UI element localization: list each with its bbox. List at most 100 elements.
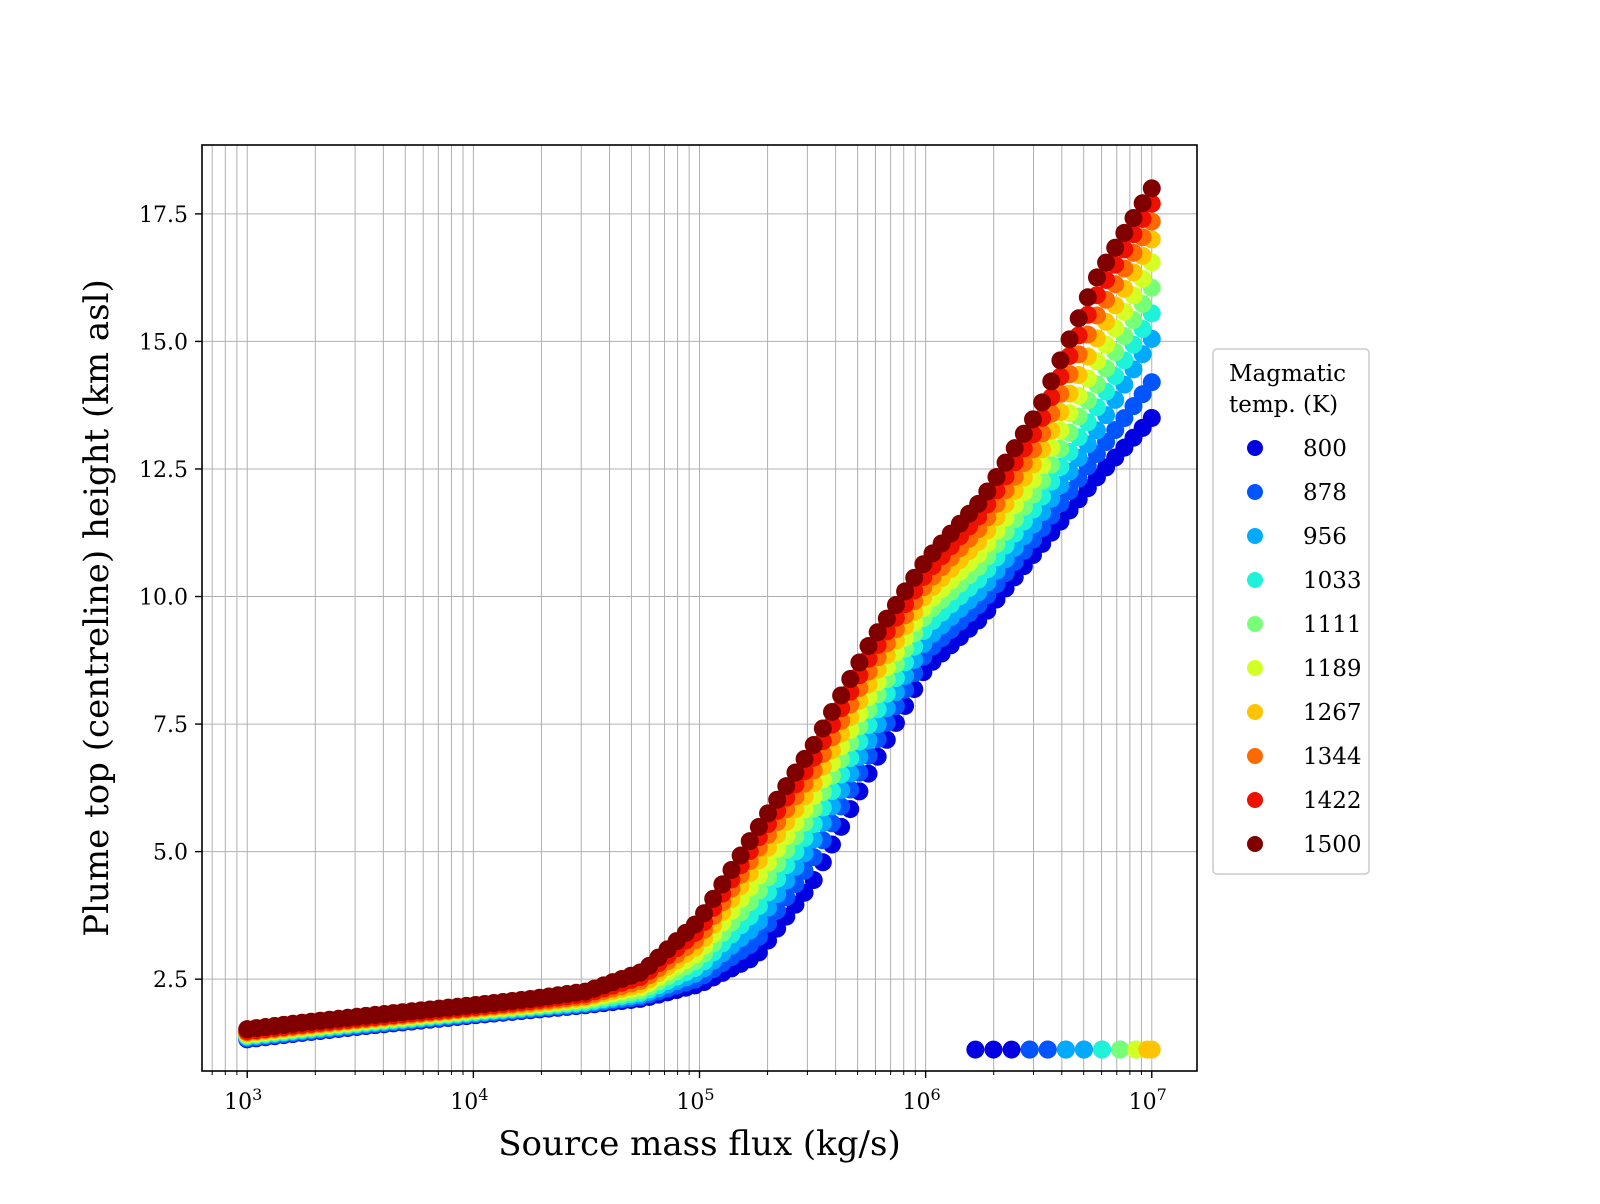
data-point bbox=[1124, 209, 1143, 228]
data-point bbox=[749, 817, 768, 836]
series-1500 bbox=[238, 179, 1161, 1039]
data-point bbox=[850, 653, 869, 672]
data-point bbox=[1142, 408, 1161, 427]
legend-box bbox=[1212, 348, 1370, 875]
data-point bbox=[1111, 1040, 1130, 1059]
legend-item: 1422 bbox=[1247, 788, 1362, 814]
data-point bbox=[896, 582, 915, 601]
x-axis-title: Source mass flux (kg/s) bbox=[498, 1124, 900, 1164]
data-point bbox=[695, 904, 714, 923]
tick-layer bbox=[195, 213, 1153, 1078]
data-point bbox=[795, 749, 814, 768]
data-point bbox=[987, 468, 1006, 487]
y-tick-label: 17.5 bbox=[139, 203, 188, 228]
x-tick-label: 107 bbox=[1129, 1085, 1167, 1115]
legend-item: 1033 bbox=[1247, 568, 1362, 594]
data-point bbox=[996, 453, 1015, 472]
legend-label: 1111 bbox=[1303, 612, 1362, 638]
legend-label: 878 bbox=[1303, 480, 1347, 506]
legend-label: 1422 bbox=[1303, 788, 1362, 814]
marker-layer bbox=[238, 179, 1161, 1059]
legend-item: 1267 bbox=[1247, 700, 1362, 726]
x-tick-label: 105 bbox=[676, 1085, 714, 1115]
legend-label: 1033 bbox=[1303, 568, 1362, 594]
data-point bbox=[1142, 373, 1161, 392]
data-point bbox=[822, 702, 841, 721]
x-tick-label: 104 bbox=[450, 1085, 488, 1115]
data-point bbox=[966, 1040, 985, 1059]
legend-label: 1267 bbox=[1303, 700, 1362, 726]
data-point bbox=[804, 735, 823, 754]
data-point bbox=[1005, 439, 1024, 458]
data-point bbox=[1097, 253, 1116, 272]
legend-item: 878 bbox=[1247, 480, 1347, 506]
data-point bbox=[978, 482, 997, 501]
legend-label: 956 bbox=[1303, 524, 1347, 550]
y-tick-label: 15.0 bbox=[139, 330, 188, 355]
data-point bbox=[1142, 179, 1161, 198]
legend-item: 800 bbox=[1247, 436, 1347, 462]
legend-item: 1500 bbox=[1247, 832, 1362, 858]
x-tick-label: 106 bbox=[903, 1085, 941, 1115]
y-tick-label: 5.0 bbox=[153, 841, 188, 866]
legend-items: 800 878 956 1033 1111 1189 1267 1344 1422 1500 bbox=[1247, 436, 1362, 858]
legend-title-line-1: Magmatic bbox=[1229, 361, 1346, 387]
data-point bbox=[768, 790, 787, 809]
data-point bbox=[1023, 410, 1042, 429]
data-point bbox=[886, 596, 905, 615]
data-point bbox=[731, 846, 750, 865]
data-point bbox=[1051, 351, 1070, 370]
data-point bbox=[1142, 1040, 1161, 1059]
data-point bbox=[813, 719, 832, 738]
data-point bbox=[1115, 223, 1134, 242]
data-point bbox=[786, 763, 805, 782]
legend-marker bbox=[1247, 440, 1263, 456]
y-tick-label: 2.5 bbox=[153, 968, 188, 993]
legend-item: 1344 bbox=[1247, 744, 1362, 770]
data-point bbox=[713, 875, 732, 894]
x-tick-labels: 103 104 105 106 107 bbox=[224, 1085, 1167, 1115]
legend-title-line-2: temp. (K) bbox=[1229, 392, 1338, 418]
data-point bbox=[1014, 424, 1033, 443]
legend-marker bbox=[1247, 704, 1263, 720]
legend-item: 956 bbox=[1247, 524, 1347, 550]
data-point bbox=[1042, 372, 1061, 391]
data-point bbox=[1093, 1040, 1112, 1059]
legend-item: 1189 bbox=[1247, 656, 1362, 682]
legend-marker bbox=[1247, 572, 1263, 588]
data-point bbox=[1078, 288, 1097, 307]
data-point bbox=[704, 889, 723, 908]
legend-item: 1111 bbox=[1247, 612, 1362, 638]
data-point bbox=[905, 568, 924, 587]
data-point bbox=[859, 637, 878, 656]
y-axis-title: Plume top (centreline) height (km asl) bbox=[77, 279, 117, 937]
legend-label: 800 bbox=[1303, 436, 1347, 462]
legend: Magmatic temp. (K) 800 878 956 1033 1111 1189… bbox=[1212, 348, 1370, 875]
data-point bbox=[868, 623, 887, 642]
data-point bbox=[759, 804, 778, 823]
data-point bbox=[1069, 309, 1088, 328]
legend-label: 1500 bbox=[1303, 832, 1362, 858]
data-point bbox=[740, 832, 759, 851]
data-point bbox=[1056, 1040, 1075, 1059]
data-point bbox=[1133, 194, 1152, 213]
legend-marker bbox=[1247, 792, 1263, 808]
data-point bbox=[1106, 238, 1125, 257]
x-tick-label: 103 bbox=[224, 1085, 262, 1115]
legend-marker bbox=[1247, 616, 1263, 632]
data-point bbox=[1033, 393, 1052, 412]
legend-label: 1189 bbox=[1303, 656, 1362, 682]
y-tick-label: 10.0 bbox=[139, 586, 188, 611]
data-point bbox=[777, 777, 796, 796]
y-tick-labels: 2.5 5.0 7.5 10.0 12.5 15.0 17.5 bbox=[139, 203, 188, 993]
legend-label: 1344 bbox=[1303, 744, 1362, 770]
data-point bbox=[1087, 268, 1106, 287]
data-point bbox=[841, 670, 860, 689]
y-tick-label: 7.5 bbox=[153, 713, 188, 738]
data-point bbox=[1002, 1040, 1021, 1059]
data-point bbox=[832, 686, 851, 705]
data-point bbox=[1038, 1040, 1057, 1059]
legend-marker bbox=[1247, 528, 1263, 544]
legend-marker bbox=[1247, 836, 1263, 852]
